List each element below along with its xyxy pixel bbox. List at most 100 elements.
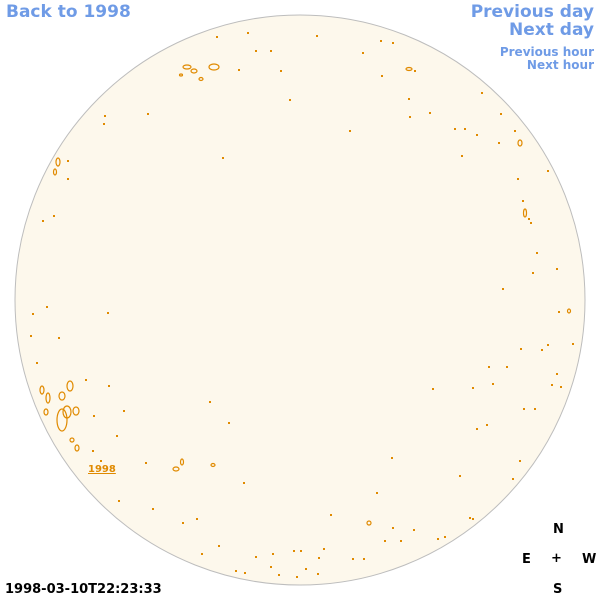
- previous-day-link[interactable]: Previous day: [470, 2, 594, 22]
- magnetic-speck: [523, 408, 525, 410]
- magnetic-specks: [30, 32, 574, 578]
- magnetic-speck: [459, 475, 461, 477]
- magnetic-speck: [498, 142, 500, 144]
- magnetic-speck: [560, 386, 562, 388]
- magnetic-speck: [289, 99, 291, 101]
- magnetic-speck: [118, 500, 120, 502]
- magnetic-speck: [408, 98, 410, 100]
- magnetic-speck: [100, 460, 102, 462]
- magnetic-speck: [492, 383, 494, 385]
- compass-center: +: [551, 551, 562, 566]
- magnetic-speck: [216, 36, 218, 38]
- magnetic-speck: [222, 157, 224, 159]
- magnetic-speck: [556, 268, 558, 270]
- magnetic-speck: [551, 384, 553, 386]
- magnetic-speck: [392, 42, 394, 44]
- magnetic-speck: [67, 160, 69, 162]
- magnetic-speck: [104, 115, 106, 117]
- magnetic-speck: [317, 573, 319, 575]
- magnetic-speck: [409, 116, 411, 118]
- region-link[interactable]: 1998: [88, 464, 116, 475]
- magnetic-speck: [272, 553, 274, 555]
- magnetic-speck: [182, 522, 184, 524]
- magnetic-speck: [400, 540, 402, 542]
- magnetic-speck: [476, 134, 478, 136]
- magnetic-speck: [363, 558, 365, 560]
- magnetic-speck: [145, 462, 147, 464]
- solar-disk: [14, 14, 586, 586]
- magnetic-speck: [476, 428, 478, 430]
- magnetic-speck: [103, 123, 105, 125]
- magnetic-speck: [362, 52, 364, 54]
- magnetic-speck: [541, 349, 543, 351]
- magnetic-speck: [305, 568, 307, 570]
- magnetic-speck: [53, 215, 55, 217]
- magnetic-speck: [469, 517, 471, 519]
- magnetic-speck: [528, 218, 530, 220]
- magnetic-speck: [238, 69, 240, 71]
- magnetic-speck: [432, 388, 434, 390]
- compass-east: E: [522, 552, 531, 567]
- magnetic-speck: [534, 408, 536, 410]
- magnetic-speck: [547, 170, 549, 172]
- magnetic-speck: [280, 70, 282, 72]
- magnetic-contours: [39, 63, 572, 526]
- magnetic-speck: [107, 312, 109, 314]
- magnetic-speck: [502, 288, 504, 290]
- previous-hour-link[interactable]: Previous hour: [499, 45, 594, 59]
- magnetic-speck: [330, 514, 332, 516]
- magnetic-speck: [147, 113, 149, 115]
- magnetic-speck: [228, 422, 230, 424]
- magnetic-speck: [522, 200, 524, 202]
- magnetic-speck: [247, 32, 249, 34]
- next-day-link[interactable]: Next day: [509, 20, 594, 40]
- compass-west: W: [582, 552, 597, 567]
- observation-timestamp: 1998-03-10T22:23:33: [5, 582, 162, 597]
- magnetic-speck: [472, 387, 474, 389]
- magnetic-speck: [270, 50, 272, 52]
- magnetic-speck: [536, 252, 538, 254]
- magnetic-speck: [530, 222, 532, 224]
- magnetic-speck: [201, 553, 203, 555]
- magnetic-speck: [413, 529, 415, 531]
- magnetic-speck: [384, 540, 386, 542]
- magnetic-speck: [209, 401, 211, 403]
- magnetic-speck: [461, 155, 463, 157]
- magnetic-speck: [32, 313, 34, 315]
- magnetic-speck: [429, 112, 431, 114]
- magnetic-speck: [46, 306, 48, 308]
- back-to-year-link[interactable]: Back to 1998: [6, 2, 131, 22]
- magnetic-speck: [464, 128, 466, 130]
- magnetic-speck: [481, 92, 483, 94]
- magnetic-speck: [454, 128, 456, 130]
- magnetic-speck: [93, 415, 95, 417]
- magnetic-speck: [116, 435, 118, 437]
- magnetic-speck: [519, 460, 521, 462]
- magnetic-speck: [517, 178, 519, 180]
- magnetic-speck: [92, 450, 94, 452]
- magnetic-speck: [293, 550, 295, 552]
- magnetic-speck: [381, 75, 383, 77]
- magnetic-speck: [58, 337, 60, 339]
- magnetic-speck: [123, 410, 125, 412]
- magnetic-speck: [486, 424, 488, 426]
- magnetic-speck: [85, 379, 87, 381]
- magnetic-speck: [318, 557, 320, 559]
- magnetic-speck: [391, 457, 393, 459]
- magnetic-speck: [547, 344, 549, 346]
- magnetic-speck: [444, 536, 446, 538]
- magnetic-speck: [235, 570, 237, 572]
- magnetic-speck: [152, 508, 154, 510]
- magnetic-speck: [392, 527, 394, 529]
- magnetic-speck: [532, 272, 534, 274]
- magnetic-speck: [300, 550, 302, 552]
- magnetic-speck: [243, 482, 245, 484]
- magnetic-speck: [30, 335, 32, 337]
- magnetic-speck: [414, 70, 416, 72]
- magnetic-speck: [556, 373, 558, 375]
- next-hour-link[interactable]: Next hour: [526, 58, 594, 72]
- magnetic-speck: [488, 366, 490, 368]
- magnetic-speck: [352, 558, 354, 560]
- compass-south: S: [553, 582, 563, 597]
- magnetic-speck: [296, 576, 298, 578]
